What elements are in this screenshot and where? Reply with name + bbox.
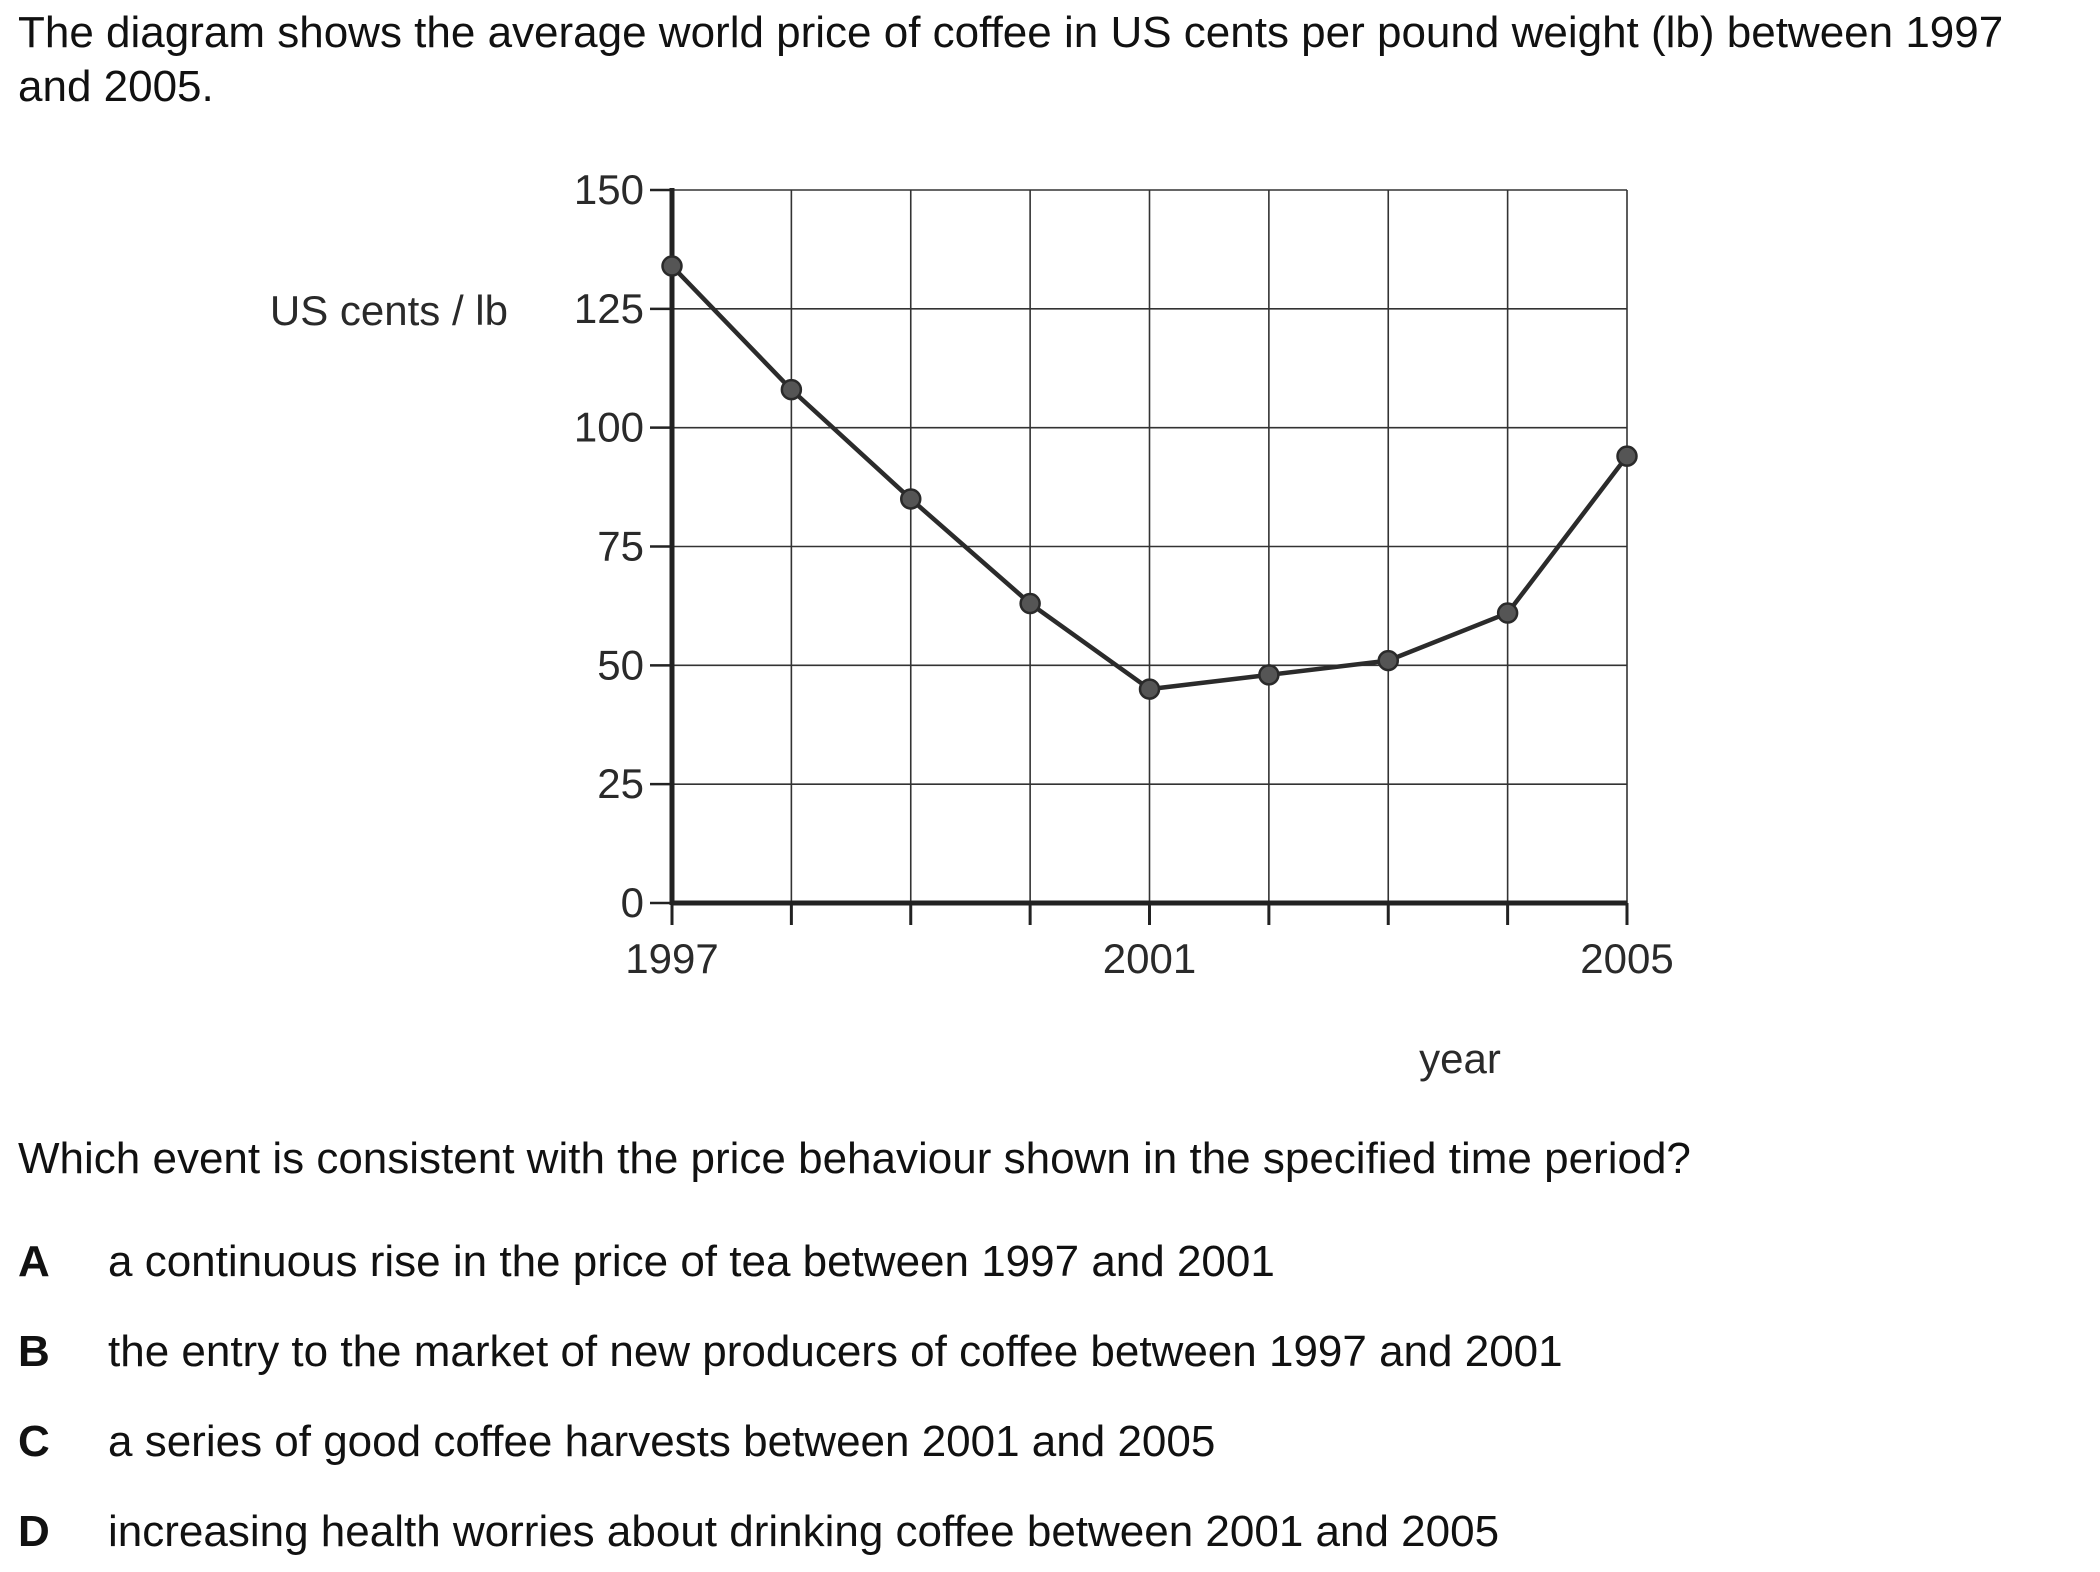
option-text: a series of good coffee harvests between… — [108, 1417, 1216, 1466]
y-tick-label: 100 — [574, 404, 644, 451]
option-text: a continuous rise in the price of tea be… — [108, 1237, 1275, 1286]
data-point — [1258, 664, 1280, 686]
x-tick-label: 2005 — [1580, 935, 1673, 982]
y-axis-label: US cents / lb — [270, 287, 508, 334]
data-point — [661, 255, 683, 277]
data-point — [1377, 649, 1399, 672]
data-point — [900, 488, 922, 510]
y-tick-label: 0 — [621, 879, 644, 926]
data-point — [780, 378, 803, 401]
x-axis-label: year — [1419, 1035, 1501, 1082]
chart-grid — [672, 189, 1628, 903]
y-tick-label: 150 — [574, 166, 644, 213]
x-tick-label: 2001 — [1103, 935, 1196, 982]
x-tick-label: 1997 — [625, 935, 718, 982]
chart-axes — [650, 188, 1629, 925]
intro-text: The diagram shows the average world pric… — [18, 8, 2004, 111]
y-tick-label: 125 — [574, 285, 644, 332]
y-tick-label: 50 — [597, 641, 644, 688]
data-point — [1019, 592, 1041, 615]
option-letter: D — [18, 1507, 50, 1556]
y-tick-label: 25 — [597, 760, 644, 807]
option-letter: B — [18, 1327, 50, 1376]
option-text: increasing health worries about drinking… — [108, 1507, 1500, 1556]
chart-labels: 0 25 50 75 100 125 150 1997 2001 2005 US cents / l… — [270, 166, 1674, 1082]
data-point — [1496, 602, 1519, 624]
question-text: Which event is consistent with the price… — [18, 1134, 1691, 1183]
data-point — [1138, 678, 1161, 700]
y-tick-label: 75 — [597, 523, 644, 570]
option-letter: A — [18, 1237, 50, 1286]
option-text: the entry to the market of new producers… — [108, 1327, 1563, 1376]
data-point — [1616, 445, 1638, 467]
option-letter: C — [18, 1417, 50, 1466]
chart-series — [661, 255, 1638, 700]
